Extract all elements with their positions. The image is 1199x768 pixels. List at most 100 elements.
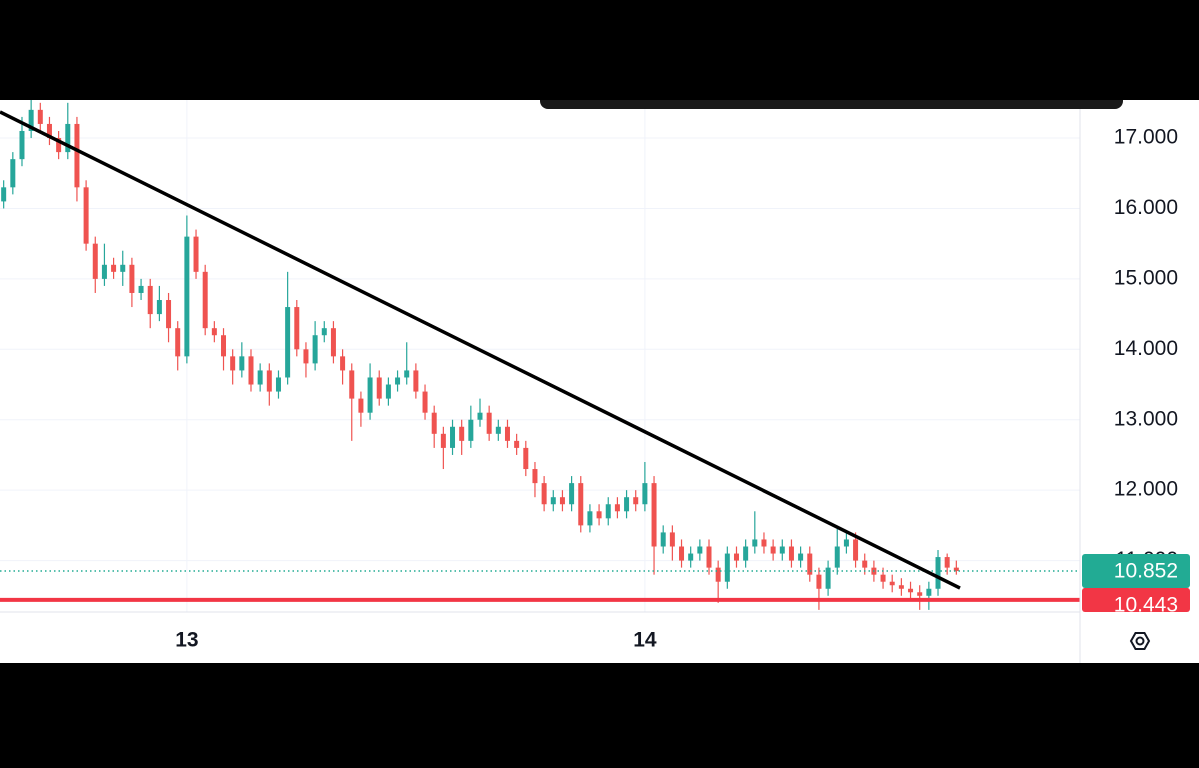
x-tick-label: 13: [175, 629, 198, 652]
settings-icon-center[interactable]: [1135, 636, 1145, 646]
candle-body: [46, 123, 52, 139]
candle-body: [798, 553, 804, 561]
candle-body: [156, 300, 162, 315]
trend-line: [0, 110, 961, 590]
candle-body: [853, 539, 859, 561]
candle-body: [733, 553, 739, 561]
candle-body: [715, 567, 721, 582]
plot: [0, 95, 1080, 610]
candle-body: [376, 377, 382, 399]
support-price-label: 10.443: [1114, 593, 1178, 616]
candle-body: [468, 419, 474, 441]
candle-body: [834, 546, 840, 568]
candle-body: [908, 588, 914, 593]
candle-body: [523, 447, 529, 470]
candle-body: [330, 328, 336, 357]
candle-body: [935, 557, 941, 589]
candle-body: [175, 328, 181, 357]
candle-body: [944, 557, 950, 568]
candle-body: [587, 511, 593, 526]
axes: 11.00012.00013.00014.00015.00016.00017.0…: [175, 126, 1190, 652]
candle-body: [83, 187, 89, 244]
candle-body: [211, 328, 217, 336]
y-tick-label: 13.000: [1114, 407, 1178, 430]
candle-body: [37, 109, 43, 124]
last-price-badge: [1082, 554, 1190, 589]
candle-body: [120, 264, 126, 272]
candle-body: [752, 539, 758, 547]
candle-body: [1, 187, 7, 202]
candle-body: [743, 546, 749, 561]
candle-body: [889, 581, 895, 586]
candle-body: [440, 433, 446, 448]
candle-body: [431, 412, 437, 434]
candle-body: [898, 585, 904, 589]
candle-body: [807, 553, 813, 575]
candle-body: [880, 574, 886, 582]
candle-body: [101, 264, 107, 279]
candle-body: [688, 553, 694, 561]
candle-body: [917, 592, 923, 596]
candle-body: [926, 588, 932, 596]
candle-body: [19, 130, 25, 160]
candle-body: [257, 370, 263, 385]
support-price-badge: [1082, 587, 1190, 612]
candle-body: [65, 123, 71, 153]
candle-body: [660, 532, 666, 547]
candle-body: [495, 426, 501, 434]
candle-body: [294, 307, 300, 350]
candle-body: [202, 271, 208, 329]
candle-body: [138, 285, 144, 293]
candle-body: [230, 356, 236, 371]
candle-body: [596, 511, 602, 519]
candle-body: [770, 546, 776, 554]
chart-background: [0, 100, 1199, 663]
settings-button[interactable]: [1129, 632, 1151, 650]
y-tick-label: 15.000: [1114, 266, 1178, 289]
candle-body: [312, 335, 318, 364]
candle-body: [761, 539, 767, 547]
candle-body: [28, 109, 34, 131]
candle-body: [450, 426, 456, 448]
y-tick-label: 17.000: [1114, 126, 1178, 149]
candle-body: [825, 567, 831, 589]
candle-body: [385, 384, 391, 399]
candle-body: [642, 483, 648, 505]
candle-body: [953, 567, 959, 572]
candle-body: [697, 546, 703, 554]
candle-body: [605, 504, 611, 519]
candle-body: [669, 532, 675, 547]
candle-body: [239, 356, 245, 371]
candle-body: [266, 370, 272, 392]
candle-body: [193, 236, 199, 272]
y-tick-label: 14.000: [1114, 337, 1178, 360]
candle-body: [459, 426, 465, 441]
settings-icon[interactable]: [1129, 632, 1151, 650]
candle-body: [404, 370, 410, 378]
candle-body: [303, 349, 309, 364]
candle-body: [184, 236, 190, 357]
candle-body: [129, 264, 135, 293]
candle-body: [578, 483, 584, 526]
candle-body: [395, 377, 401, 385]
x-tick-label: 14: [633, 629, 657, 652]
candle-body: [275, 377, 281, 392]
candle-body: [221, 335, 227, 357]
candle-body: [679, 546, 685, 561]
candle-body: [321, 328, 327, 336]
candle-body: [624, 497, 630, 512]
candle-body: [532, 469, 538, 484]
y-tick-label: 12.000: [1114, 478, 1178, 501]
candle-body: [413, 370, 419, 392]
candle-body: [285, 307, 291, 378]
candle-body: [422, 391, 428, 413]
candle-body: [514, 440, 520, 448]
candle-body: [779, 546, 785, 554]
candle-body: [10, 159, 16, 188]
candle-body: [477, 412, 483, 420]
y-tick-label: 16.000: [1114, 196, 1178, 219]
candle-body: [340, 356, 346, 371]
candle-body: [816, 574, 822, 589]
